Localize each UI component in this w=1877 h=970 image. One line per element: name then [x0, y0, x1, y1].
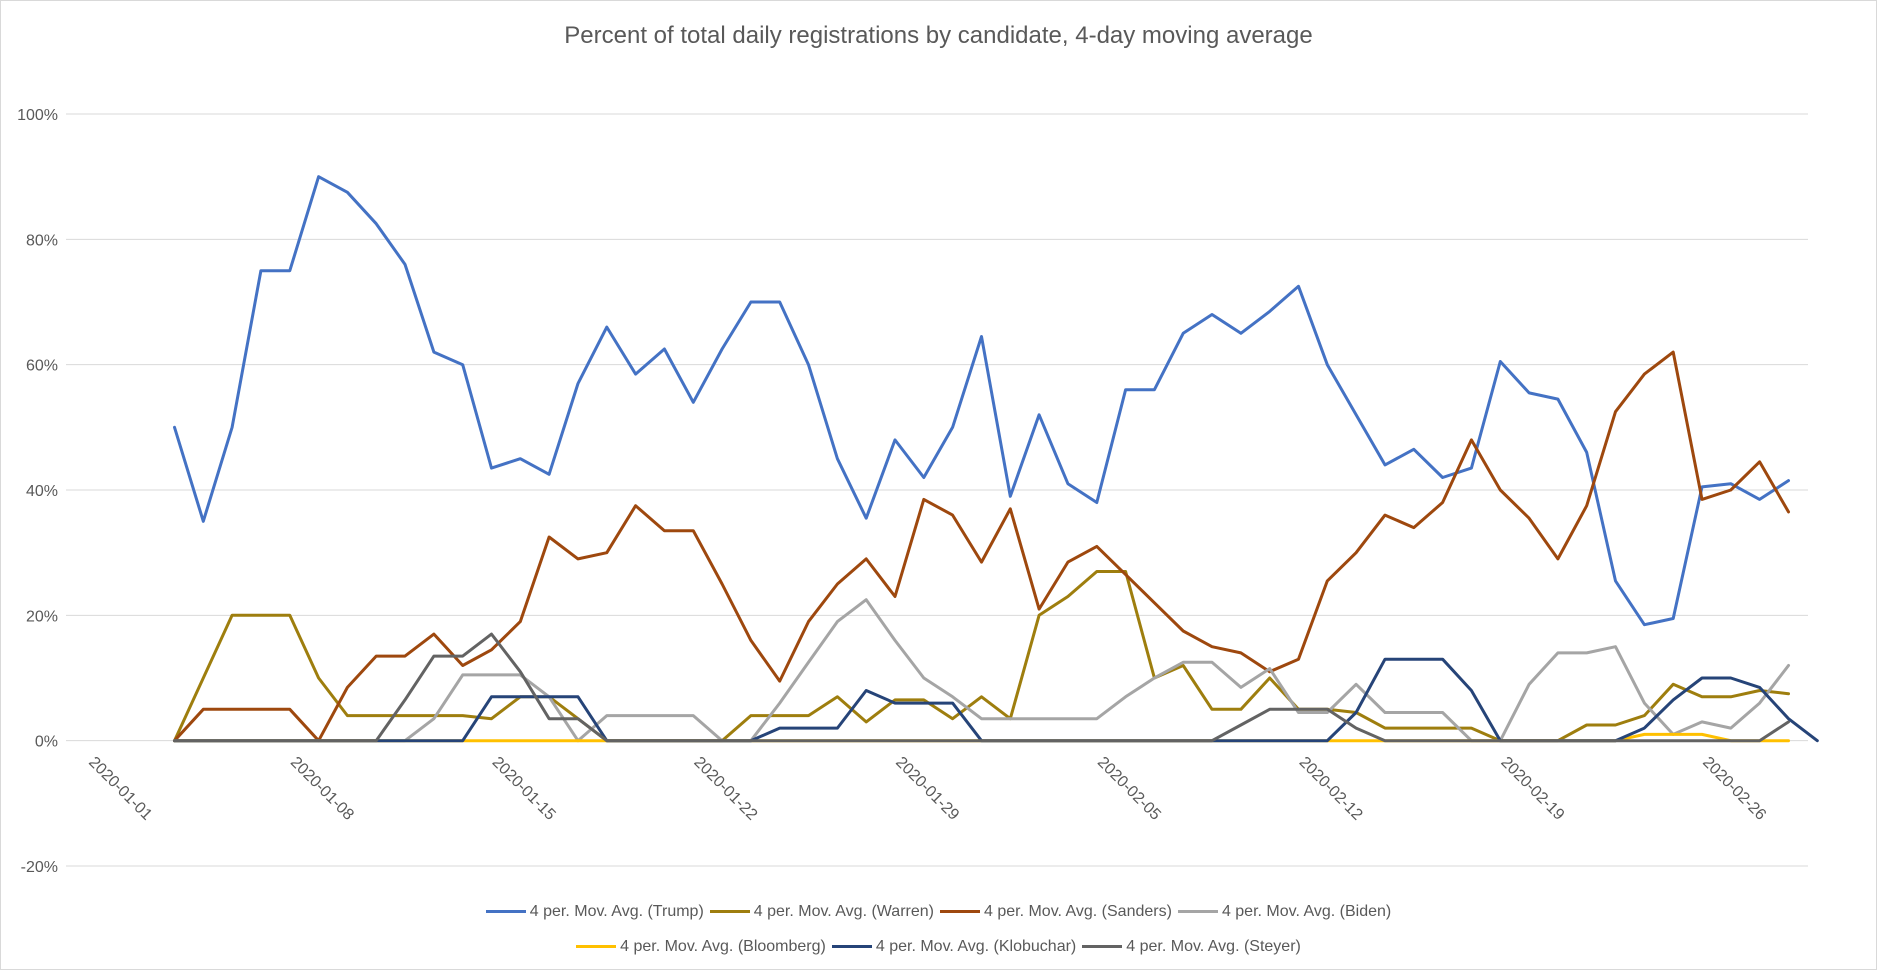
legend-row: 4 per. Mov. Avg. (Trump) 4 per. Mov. Avg.… — [0, 894, 1877, 929]
legend-swatch — [1177, 910, 1218, 913]
y-tick-label: 0% — [35, 734, 58, 751]
legend-label: 4 per. Mov. Avg. (Bloomberg) — [620, 937, 826, 955]
x-tick-label: 2020-01-29 — [892, 754, 962, 824]
series-line — [173, 175, 1790, 627]
legend-swatch — [709, 910, 750, 913]
legend-item: 4 per. Mov. Avg. (Sanders) — [939, 902, 1172, 921]
x-tick-label: 2020-02-05 — [1094, 754, 1164, 824]
legend-label: 4 per. Mov. Avg. (Klobuchar) — [875, 937, 1077, 955]
legend-item: 4 per. Mov. Avg. (Warren) — [709, 902, 934, 921]
series-line — [173, 598, 1790, 743]
y-tick-label: 40% — [26, 483, 58, 500]
legend-item: 4 per. Mov. Avg. (Klobuchar) — [831, 937, 1077, 956]
legend-item: 4 per. Mov. Avg. (Trump) — [485, 902, 704, 921]
series-line — [173, 570, 1790, 743]
legend-swatch — [485, 910, 526, 913]
legend-label: 4 per. Mov. Avg. (Biden) — [1221, 902, 1392, 920]
y-tick-label: 60% — [26, 358, 58, 375]
legend-swatch — [1082, 945, 1123, 948]
x-tick-label: 2020-02-19 — [1497, 754, 1567, 824]
series-line — [173, 350, 1790, 743]
x-tick-label: 2020-01-15 — [489, 754, 559, 824]
gridlines — [66, 113, 1808, 867]
x-tick-label: 2020-01-08 — [287, 754, 357, 824]
x-tick-label: 2020-02-26 — [1699, 754, 1769, 824]
legend-item: 4 per. Mov. Avg. (Bloomberg) — [576, 938, 826, 956]
x-tick-label: 2020-01-22 — [690, 754, 760, 824]
y-tick-label: -20% — [21, 859, 58, 876]
chart-title: Percent of total daily registrations by … — [564, 22, 1313, 49]
legend-label: 4 per. Mov. Avg. (Trump) — [529, 902, 704, 920]
legend-label: 4 per. Mov. Avg. (Warren) — [753, 902, 934, 920]
legend-swatch — [576, 945, 617, 948]
legend-row: 4 per. Mov. Avg. (Bloomberg) 4 per. Mov. … — [0, 929, 1877, 964]
legend-label: 4 per. Mov. Avg. (Steyer) — [1126, 937, 1301, 955]
legend-label: 4 per. Mov. Avg. (Sanders) — [983, 902, 1172, 920]
x-axis-labels: 2020-01-01 2020-01-08 2020-01-15 2020-01-22… — [85, 754, 1769, 824]
y-tick-label: 20% — [26, 608, 58, 625]
x-tick-label: 2020-02-12 — [1296, 754, 1366, 824]
series-lines — [173, 175, 1819, 743]
legend-swatch — [831, 945, 872, 948]
y-tick-label: 80% — [26, 232, 58, 249]
legend-item: 4 per. Mov. Avg. (Steyer) — [1082, 938, 1301, 956]
series-line — [173, 632, 1790, 743]
legend-swatch — [939, 910, 980, 913]
y-tick-label: 100% — [17, 107, 58, 124]
x-tick-label: 2020-01-01 — [85, 754, 155, 824]
legend-item: 4 per. Mov. Avg. (Biden) — [1177, 902, 1392, 921]
y-axis-labels: 100% 80% 60% 40% 20% 0% -20% — [17, 107, 58, 876]
legend: 4 per. Mov. Avg. (Trump) 4 per. Mov. Avg.… — [0, 894, 1877, 964]
